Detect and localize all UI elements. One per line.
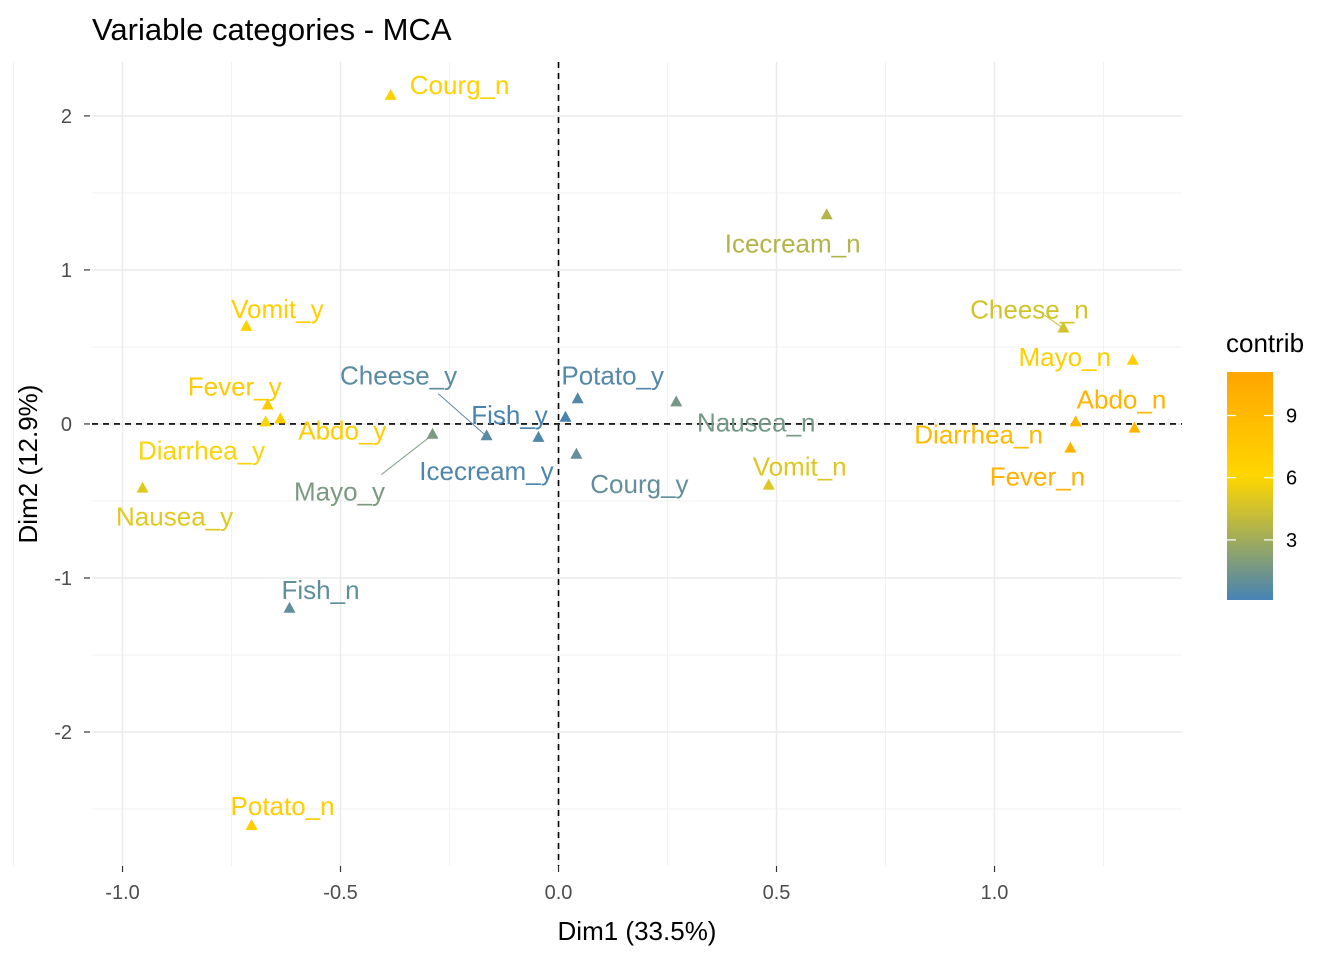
point-label: Diarrhea_y xyxy=(138,435,265,465)
triangle-marker xyxy=(1126,353,1139,365)
point-vomit-n: Vomit_n xyxy=(753,452,847,490)
point-label: Vomit_n xyxy=(753,452,847,482)
y-tick-label: 1 xyxy=(61,260,72,282)
point-fever-n: Fever_n xyxy=(990,441,1085,492)
point-label: Potato_y xyxy=(561,360,664,390)
y-axis-title: Dim2 (12.9%) xyxy=(13,385,43,544)
x-tick-label: 0.5 xyxy=(763,882,791,904)
triangle-marker xyxy=(1128,421,1141,433)
point-label: Fish_y xyxy=(471,400,548,430)
point-diarrhea-n: Diarrhea_n xyxy=(914,415,1082,449)
triangle-marker xyxy=(559,410,572,422)
label-connector xyxy=(437,393,487,437)
triangle-marker xyxy=(532,430,545,442)
legend: contrib 3 6 9 xyxy=(1226,328,1304,600)
point-label: Icecream_n xyxy=(725,228,861,258)
point-fish-y: Fish_y xyxy=(471,400,572,430)
chart-title: Variable categories - MCA xyxy=(92,12,452,47)
points: Courg_n Icecream_n Vomit_y Cheese_n Mayo_n Fe… xyxy=(116,70,1166,830)
point-label: Potato_n xyxy=(231,791,335,821)
x-tick-label: 0.0 xyxy=(545,882,573,904)
point-label: Abdo_n xyxy=(1077,385,1167,415)
point-fish-n: Fish_n xyxy=(281,575,360,613)
triangle-marker xyxy=(480,429,493,441)
point-potato-y: Potato_y xyxy=(561,360,664,404)
point-courg-y: Courg_y xyxy=(570,447,689,499)
point-icecream-y: Icecream_y xyxy=(419,430,554,486)
point-label: Courg_n xyxy=(410,70,510,100)
point-diarrhea-y: Diarrhea_y xyxy=(138,415,272,465)
point-label: Cheese_n xyxy=(970,294,1089,324)
triangle-marker xyxy=(274,412,287,424)
triangle-marker xyxy=(245,818,258,830)
triangle-marker xyxy=(384,88,397,100)
triangle-marker xyxy=(670,395,683,407)
label-connector xyxy=(1044,314,1064,329)
point-cheese-y: Cheese_y xyxy=(340,360,493,441)
point-nausea-y: Nausea_y xyxy=(116,481,233,532)
point-courg-n: Courg_n xyxy=(384,70,510,100)
triangle-marker xyxy=(1057,321,1070,333)
x-tick-label: 1.0 xyxy=(981,882,1009,904)
triangle-marker xyxy=(1069,415,1082,427)
triangle-marker xyxy=(1064,441,1077,453)
y-tick-label: 0 xyxy=(61,414,72,436)
point-label: Cheese_y xyxy=(340,360,457,390)
point-label: Nausea_y xyxy=(116,502,233,532)
point-potato-n: Potato_n xyxy=(231,791,335,830)
y-tick-label: -2 xyxy=(54,722,72,744)
x-tick-label: -0.5 xyxy=(323,882,357,904)
point-cheese-n: Cheese_n xyxy=(970,294,1089,333)
point-label: Vomit_y xyxy=(231,294,324,324)
point-nausea-n: Nausea_n xyxy=(670,395,816,437)
triangle-marker xyxy=(820,208,833,220)
legend-tick-label: 3 xyxy=(1286,530,1297,552)
x-axis-title: Dim1 (33.5%) xyxy=(558,916,717,946)
point-label: Nausea_n xyxy=(697,407,816,437)
y-tick-label: 2 xyxy=(61,106,72,128)
triangle-marker xyxy=(261,398,274,410)
label-connector xyxy=(381,434,433,476)
point-abdo-y: Abdo_y xyxy=(274,412,386,445)
point-label: Diarrhea_n xyxy=(914,419,1043,449)
triangle-marker xyxy=(136,481,149,493)
point-mayo-y: Mayo_y xyxy=(294,427,439,507)
point-label: Mayo_n xyxy=(1018,342,1111,372)
point-fever-y: Fever_y xyxy=(188,371,282,410)
triangle-marker xyxy=(240,319,253,331)
point-label: Fish_n xyxy=(281,575,359,605)
x-tick-label: -1.0 xyxy=(105,882,139,904)
triangle-marker xyxy=(570,447,583,459)
point-label: Fever_n xyxy=(990,462,1085,492)
point-mayo-n: Mayo_n xyxy=(1018,342,1139,372)
triangle-marker xyxy=(259,415,272,427)
point-vomit-y: Vomit_y xyxy=(231,294,324,331)
point-label: Mayo_y xyxy=(294,477,385,507)
point-icecream-n: Icecream_n xyxy=(725,208,861,258)
triangle-marker xyxy=(762,478,775,490)
triangle-marker xyxy=(426,427,439,439)
legend-tick-label: 9 xyxy=(1286,406,1297,428)
point-abdo-n: Abdo_n xyxy=(1077,385,1167,433)
y-tick-label: -1 xyxy=(54,568,72,590)
point-label: Abdo_y xyxy=(298,415,386,445)
point-label: Courg_y xyxy=(590,469,688,499)
triangle-marker xyxy=(571,392,584,404)
point-label: Icecream_y xyxy=(419,456,553,486)
legend-colorbar xyxy=(1227,372,1273,600)
triangle-marker xyxy=(283,601,296,613)
point-label: Fever_y xyxy=(188,371,282,401)
legend-title: contrib xyxy=(1226,328,1304,358)
axes: -1.0 -0.5 0.0 0.5 1.0 -2 -1 0 1 2 xyxy=(54,62,1182,904)
legend-tick-label: 6 xyxy=(1286,468,1297,490)
